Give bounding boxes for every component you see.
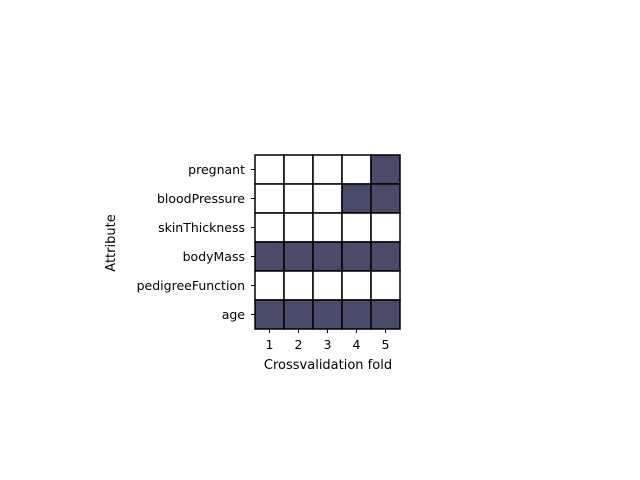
heatmap-cell <box>341 299 372 330</box>
heatmap-cell <box>370 241 401 272</box>
heatmap-cell <box>370 183 401 214</box>
y-tick-label: pedigreeFunction <box>137 278 245 293</box>
heatmap-cells <box>254 154 401 330</box>
x-tick-label: 3 <box>324 337 332 352</box>
y-tick-label: skinThickness <box>158 220 245 235</box>
y-tick-label: pregnant <box>188 162 245 177</box>
heatmap-cell <box>283 299 314 330</box>
heatmap-cell <box>341 270 372 301</box>
x-tick-label: 1 <box>266 337 274 352</box>
heatmap-cell <box>370 270 401 301</box>
x-axis-label: Crossvalidation fold <box>264 358 392 373</box>
heatmap-cell <box>341 154 372 185</box>
heatmap-cell <box>370 212 401 243</box>
x-tick-label: 4 <box>353 337 361 352</box>
heatmap-cell <box>312 212 343 243</box>
y-tick-label: age <box>222 307 246 322</box>
y-tick-label: bodyMass <box>183 249 245 264</box>
heatmap-cell <box>312 270 343 301</box>
heatmap-cell <box>254 241 285 272</box>
heatmap-cell <box>341 241 372 272</box>
heatmap-cell <box>341 212 372 243</box>
heatmap-cell <box>254 299 285 330</box>
x-axis-ticks: 1 2 3 4 5 <box>266 329 390 352</box>
heatmap-cell <box>254 154 285 185</box>
heatmap-cell <box>312 183 343 214</box>
heatmap-cell <box>254 270 285 301</box>
heatmap-cell <box>283 212 314 243</box>
heatmap-cell <box>312 299 343 330</box>
x-tick-label: 5 <box>382 337 390 352</box>
heatmap-cell <box>341 183 372 214</box>
y-tick-label: bloodPressure <box>157 191 245 206</box>
heatmap-cell <box>312 154 343 185</box>
heatmap-cell <box>370 299 401 330</box>
y-axis-label: Attribute <box>104 214 119 271</box>
heatmap-cell <box>283 154 314 185</box>
heatmap-cell <box>283 241 314 272</box>
y-axis-ticks: pregnant bloodPressure skinThickness bodyMa… <box>137 162 255 322</box>
heatmap-cell <box>283 183 314 214</box>
heatmap-cell <box>254 212 285 243</box>
heatmap-cell <box>370 154 401 185</box>
x-tick-label: 2 <box>295 337 303 352</box>
heatmap-cell <box>283 270 314 301</box>
heatmap-cell <box>254 183 285 214</box>
heatmap-cell <box>312 241 343 272</box>
